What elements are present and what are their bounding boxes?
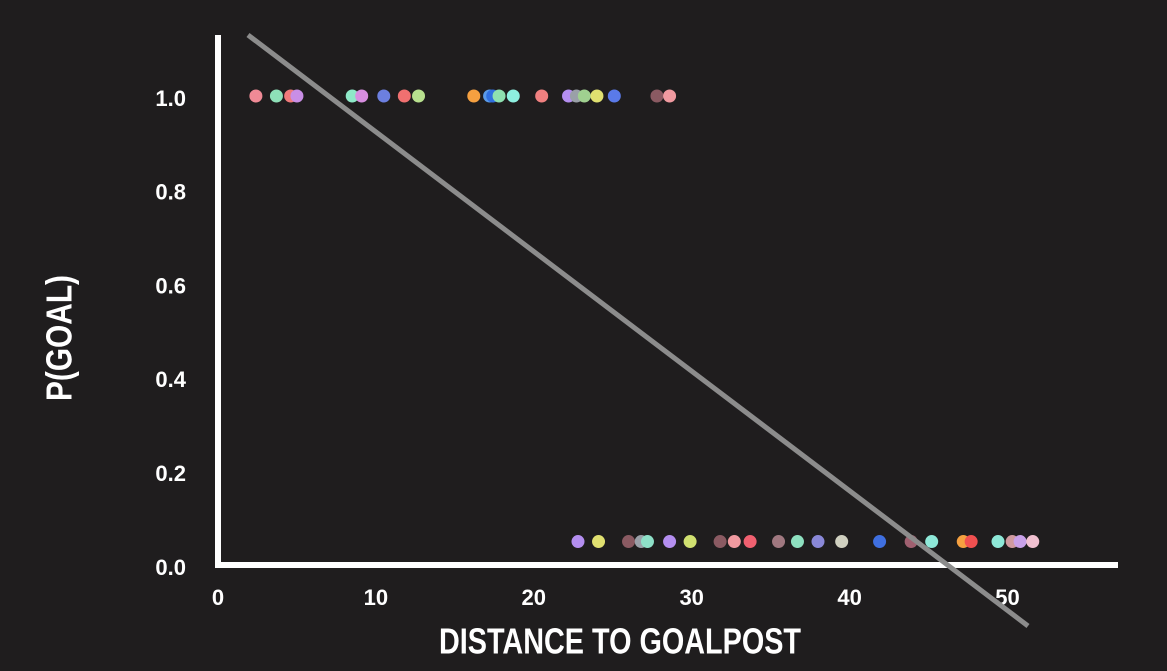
point [249, 89, 263, 103]
x-tick-label: 20 [522, 585, 546, 610]
point [607, 89, 621, 103]
x-tick-label: 40 [837, 585, 861, 610]
point [727, 535, 741, 549]
point [506, 89, 520, 103]
point [663, 535, 677, 549]
y-tick-label: 0.0 [155, 555, 186, 580]
point [345, 89, 359, 103]
point [790, 535, 804, 549]
point [772, 535, 786, 549]
y-tick-label: 0.6 [155, 273, 186, 298]
point [1013, 535, 1027, 549]
point [412, 89, 426, 103]
x-tick-label: 0 [212, 585, 224, 610]
x-axis-title: DISTANCE TO GOALPOST [439, 621, 801, 662]
point [964, 535, 978, 549]
point [991, 535, 1005, 549]
point [590, 89, 604, 103]
y-tick-label: 0.4 [155, 367, 186, 392]
point [743, 535, 757, 549]
point [535, 89, 549, 103]
point [1026, 535, 1040, 549]
point [492, 89, 506, 103]
point [640, 535, 654, 549]
point [663, 89, 677, 103]
y-tick-label: 0.8 [155, 180, 186, 205]
x-tick-label: 30 [679, 585, 703, 610]
point [377, 89, 391, 103]
point [269, 89, 283, 103]
point [577, 89, 591, 103]
y-axis-title: P(GOAL) [39, 275, 80, 401]
point [650, 89, 664, 103]
point [592, 535, 606, 549]
point [397, 89, 411, 103]
y-tick-label: 1.0 [155, 86, 186, 111]
point [290, 89, 304, 103]
y-tick-label: 0.2 [155, 461, 186, 486]
point [683, 535, 697, 549]
point [873, 535, 887, 549]
point [467, 89, 481, 103]
point [835, 535, 849, 549]
point [811, 535, 825, 549]
x-tick-label: 10 [364, 585, 388, 610]
point [713, 535, 727, 549]
point [622, 535, 636, 549]
point [571, 535, 585, 549]
fit-line [246, 33, 1030, 628]
point [925, 535, 939, 549]
point [355, 89, 369, 103]
